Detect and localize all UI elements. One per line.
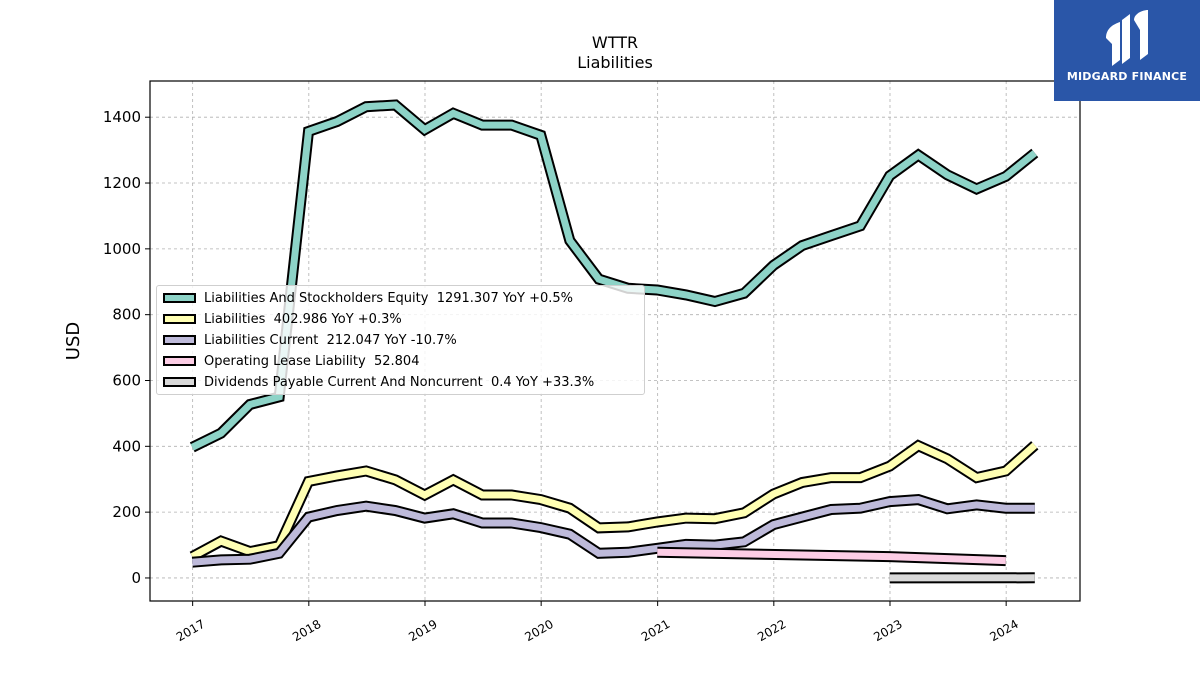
- legend-swatch: [163, 356, 196, 366]
- y-tick-label: 600: [112, 371, 141, 389]
- chart-title: WTTR: [592, 33, 638, 52]
- y-tick-label: 400: [112, 437, 141, 455]
- x-tick-label: 2018: [290, 617, 323, 644]
- brand-mark-icon: [1106, 10, 1148, 66]
- series-lines: [189, 99, 1039, 584]
- brand-logo: MIDGARD FINANCE: [1054, 0, 1200, 101]
- y-tick-label: 1000: [103, 240, 141, 258]
- legend-label: Operating Lease Liability 52.804: [204, 353, 420, 369]
- y-tick-label: 200: [112, 503, 141, 521]
- legend-swatch: [163, 335, 196, 345]
- y-tick-label: 0: [131, 569, 141, 587]
- legend-label: Liabilities Current 212.047 YoY -10.7%: [204, 332, 457, 348]
- x-tick-label: 2024: [987, 617, 1020, 644]
- legend-label: Liabilities And Stockholders Equity 1291…: [204, 290, 574, 306]
- series-line-fill: [192, 496, 1035, 566]
- series-line: [189, 99, 1039, 453]
- legend: Liabilities And Stockholders Equity 1291…: [156, 285, 645, 395]
- series-line: [657, 546, 1006, 567]
- plot-frame: [149, 80, 1081, 602]
- legend-label: Dividends Payable Current And Noncurrent…: [204, 374, 595, 390]
- series-line-fill: [190, 101, 1037, 451]
- legend-swatch: [163, 377, 196, 387]
- y-tick-label: 800: [112, 306, 141, 324]
- brand-name: MIDGARD FINANCE: [1066, 70, 1188, 83]
- series-line-fill: [190, 441, 1038, 560]
- legend-label: Liabilities 402.986 YoY +0.3%: [204, 311, 402, 327]
- series-line-fill: [657, 548, 1006, 565]
- chart-subtitle: Liabilities: [577, 53, 653, 72]
- x-tick-label: 2022: [755, 617, 788, 644]
- x-tick-label: 2017: [174, 617, 207, 644]
- series-line-outline: [189, 99, 1039, 453]
- y-tick-label: 1200: [103, 174, 141, 192]
- series-line: [191, 494, 1035, 568]
- y-tick-label: 1400: [103, 108, 141, 126]
- legend-item: Liabilities Current 212.047 YoY -10.7%: [163, 330, 457, 350]
- series-line: [189, 439, 1039, 562]
- legend-swatch: [163, 314, 196, 324]
- legend-item: Liabilities 402.986 YoY +0.3%: [163, 309, 402, 329]
- legend-swatch: [163, 293, 196, 303]
- y-axis-label: USD: [63, 322, 84, 360]
- legend-item: Operating Lease Liability 52.804: [163, 351, 419, 371]
- x-tick-label: 2023: [871, 617, 904, 644]
- x-tick-label: 2021: [639, 617, 672, 644]
- legend-item: Dividends Payable Current And Noncurrent…: [163, 372, 594, 392]
- x-tick-label: 2019: [406, 617, 439, 644]
- x-tick-label: 2020: [522, 617, 555, 644]
- legend-item: Liabilities And Stockholders Equity 1291…: [163, 288, 573, 308]
